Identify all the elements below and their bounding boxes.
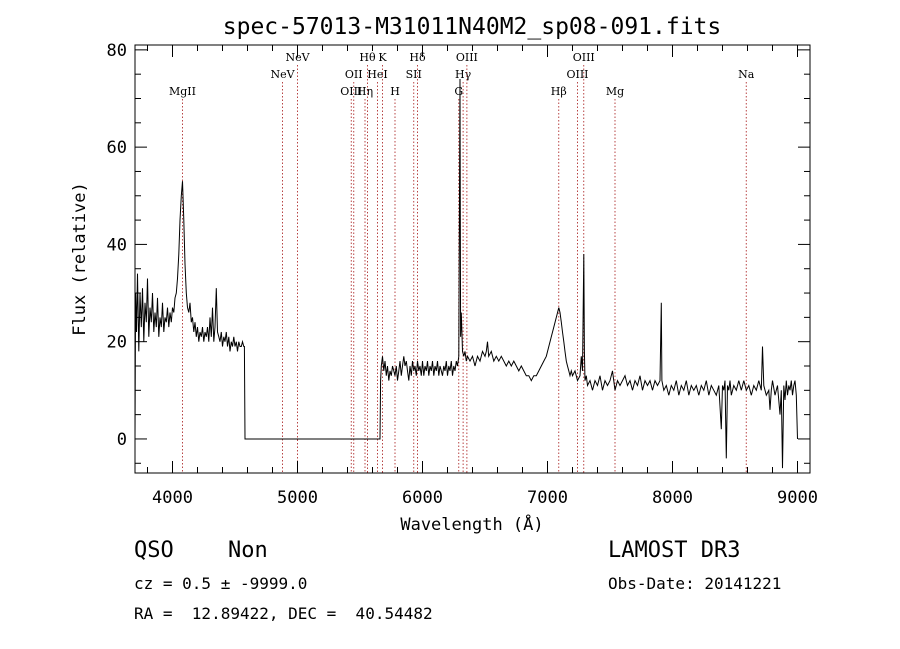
y-axis-ticks: 0 20 40 60 80	[107, 41, 810, 464]
line-marker-label: MgII	[169, 85, 196, 98]
line-marker-label: Hη	[357, 85, 373, 98]
line-marker-label: Hβ	[551, 85, 567, 98]
line-marker-label: OIII	[573, 51, 595, 64]
x-tick-label: 9000	[777, 488, 818, 508]
line-marker-label: Hγ	[455, 68, 472, 81]
line-marker-label: OIII	[340, 85, 362, 98]
object-class: QSO	[134, 538, 174, 563]
line-marker-label: HeI	[367, 68, 387, 81]
observation-date: Obs-Date: 20141221	[608, 574, 782, 593]
y-tick-label: 20	[107, 333, 127, 353]
line-marker-label: H	[390, 85, 400, 98]
x-tick-label: 4000	[152, 488, 193, 508]
plot-frame	[134, 44, 811, 474]
x-axis-label: Wavelength (Å)	[400, 513, 543, 535]
y-tick-label: 40	[107, 235, 127, 255]
chart-title: spec-57013-M31011N40M2_sp08-091.fits	[223, 14, 722, 40]
line-marker-label: G	[454, 85, 463, 98]
y-tick-label: 80	[107, 41, 127, 61]
line-marker-label: NeV	[270, 68, 295, 81]
object-subclass: Non	[228, 538, 268, 563]
x-tick-label: 6000	[402, 488, 443, 508]
line-marker-label: OIII	[566, 68, 588, 81]
coordinates-readout: RA = 12.89422, DEC = 40.54482	[134, 604, 433, 623]
line-marker-label: Hθ	[359, 51, 376, 64]
x-tick-label: 5000	[277, 488, 318, 508]
y-tick-label: 0	[117, 430, 127, 450]
x-axis-ticks: 4000 5000 6000 7000 8000 9000	[147, 45, 818, 508]
line-marker-label: OII	[345, 68, 363, 81]
line-marker-label: Na	[738, 68, 755, 81]
line-marker-label: Mg	[606, 85, 624, 98]
redshift-readout: cz = 0.5 ± -9999.0	[134, 574, 308, 593]
line-marker-label: K	[378, 51, 387, 64]
line-marker-label: SII	[406, 68, 422, 81]
emission-line-markers: MgII NeV NeV OIII OII Hη Hθ HeI K H SII Hδ G Hγ OIII Hβ…	[169, 51, 755, 473]
y-tick-label: 60	[107, 138, 127, 158]
line-marker-label: Hδ	[409, 51, 426, 64]
line-marker-label: NeV	[285, 51, 310, 64]
y-axis-label: Flux (relative)	[70, 182, 90, 336]
spectrum-series-line	[134, 78, 798, 469]
survey-name: LAMOST DR3	[608, 538, 741, 563]
line-marker-label: OIII	[456, 51, 478, 64]
x-tick-label: 7000	[527, 488, 568, 508]
x-tick-label: 8000	[652, 488, 693, 508]
